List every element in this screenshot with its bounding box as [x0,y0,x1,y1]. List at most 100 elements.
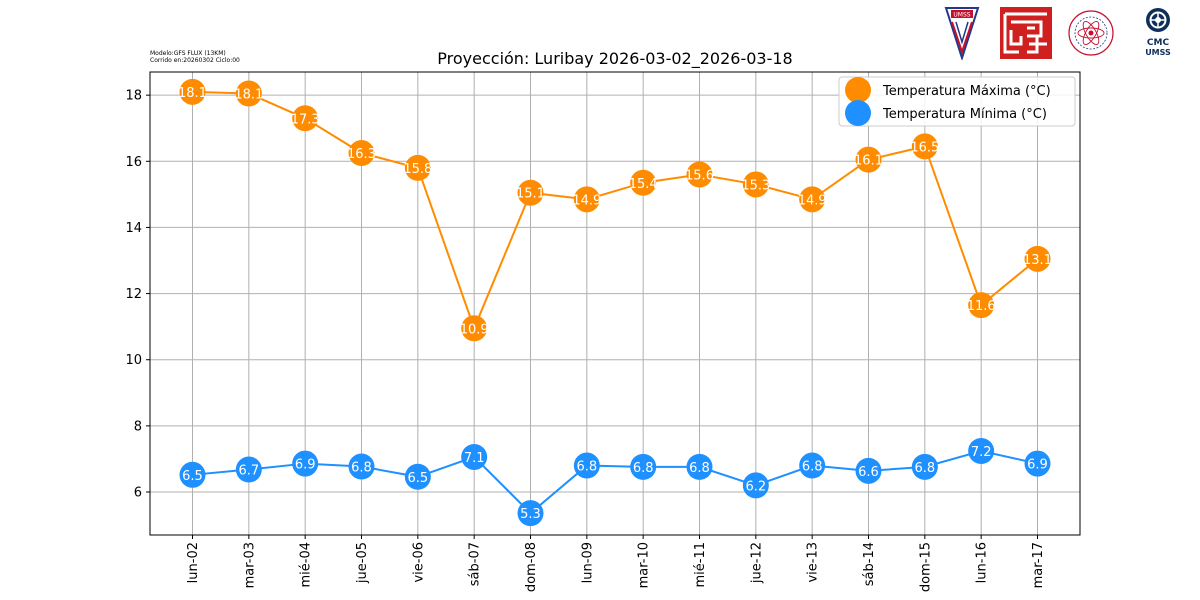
x-tick-label: mié-11 [693,542,708,588]
data-point [855,457,882,484]
data-label: 6.9 [295,458,316,473]
data-point [461,443,488,470]
data-label: 15.3 [741,178,770,193]
y-tick-label: 12 [125,287,142,302]
x-tick-label: sáb-14 [862,542,877,586]
y-tick-label: 10 [125,353,142,368]
data-label: 15.6 [685,169,714,184]
series: 18.1 18.1 17.3 16.3 15.8 10.9 15.1 14.9 15.4 15.6… [178,78,1052,527]
axes: lun-02 mar-03 mié-04 jue-05 vie-06 sáb-07 dom-… [125,71,1081,592]
x-tick-label: jue-05 [355,542,370,584]
data-label: 6.2 [745,479,766,494]
y-tick-label: 16 [125,155,142,170]
data-point [1024,450,1051,477]
data-point [911,453,938,480]
logo-bar: UMSS CMC UMSS [940,6,1190,62]
data-label: 7.1 [464,451,485,466]
x-tick-label: mié-04 [299,542,314,588]
model-name-text: Modelo:GFS FLUX (13KM) [150,50,226,57]
data-point [742,171,769,198]
data-label: 6.8 [689,461,710,476]
data-label: 6.9 [1027,458,1048,473]
x-tick-label: sáb-07 [468,542,483,586]
y-tick-label: 18 [125,89,142,104]
y-tick-label: 6 [134,486,142,501]
legend-label: Temperatura Máxima (°C) [882,84,1051,99]
data-point [911,133,938,160]
model-run-text: Corrido en:20260302 Ciclo:00 [150,56,240,64]
data-point [348,140,375,167]
data-point [799,452,826,479]
series-line-0 [192,90,1039,332]
x-tick-label: dom-08 [524,542,539,592]
data-label: 16.3 [347,147,376,162]
data-label: 6.8 [914,461,935,476]
data-label: 16.1 [854,154,883,169]
data-point [404,463,431,490]
data-label: 14.9 [798,193,827,208]
x-tick-label: lun-09 [580,542,595,583]
x-tick-label: dom-15 [918,542,933,592]
data-point [630,169,657,196]
legend-marker [845,77,871,103]
data-point [517,179,544,206]
cmc-logo-text: CMC [1147,38,1170,48]
data-point [179,78,206,105]
data-point [968,292,995,319]
data-label: 15.1 [516,187,545,202]
data-label: 18.1 [234,87,263,102]
legend-label: Temperatura Mínima (°C) [882,107,1047,122]
data-point [573,186,600,213]
data-label: 5.3 [520,507,541,522]
data-label: 6.8 [633,461,654,476]
x-tick-label: lun-16 [975,542,990,583]
cmc-umss-logo: CMC UMSS [1145,8,1171,57]
data-label: 6.5 [407,471,428,486]
data-label: 7.2 [971,445,992,460]
faculty-seal-logo [1068,10,1114,56]
data-point [686,453,713,480]
data-point [686,161,713,188]
x-tick-label: vie-06 [411,542,426,583]
data-label: 13.1 [1023,253,1052,268]
x-tick-label: mar-03 [242,542,257,588]
data-label: 6.8 [351,461,372,476]
x-tick-label: mar-17 [1031,542,1046,588]
chart-title: Proyección: Luribay 2026-03-02_2026-03-1… [437,49,792,69]
red-labyrinth-logo [1000,7,1052,59]
data-point [461,315,488,342]
data-point [573,452,600,479]
data-point [292,105,319,132]
umss-shield-logo: UMSS [944,7,980,60]
data-point [855,146,882,173]
data-label: 17.3 [291,112,320,127]
series-line-1 [192,449,1038,515]
legend-box [838,76,1076,127]
data-label: 11.6 [967,299,996,314]
data-point [235,80,262,107]
umss-logo-text: UMSS [953,12,970,19]
x-tick-label: lun-02 [186,542,201,583]
model-run-info: Modelo:GFS FLUX (13KM) Corrido en:202603… [150,50,240,64]
data-point [742,472,769,499]
plot-frame [149,71,1081,536]
data-point [348,453,375,480]
data-point [235,456,262,483]
data-point [404,154,431,181]
y-tick-label: 8 [134,419,142,434]
umss-logo-subtext: UMSS [1145,48,1171,57]
y-tick-label: 14 [125,221,142,236]
data-label: 6.7 [238,464,259,479]
x-tick-label: mar-10 [637,542,652,588]
data-point [630,453,657,480]
legend: Temperatura Máxima (°C) Temperatura Mínim… [838,76,1076,127]
data-point [799,186,826,213]
data-point [292,450,319,477]
data-label: 18.1 [178,86,207,101]
data-label: 14.9 [572,193,601,208]
data-label: 16.5 [910,140,939,155]
data-point [517,500,544,527]
x-tick-label: vie-13 [806,542,821,583]
legend-marker [845,100,871,126]
